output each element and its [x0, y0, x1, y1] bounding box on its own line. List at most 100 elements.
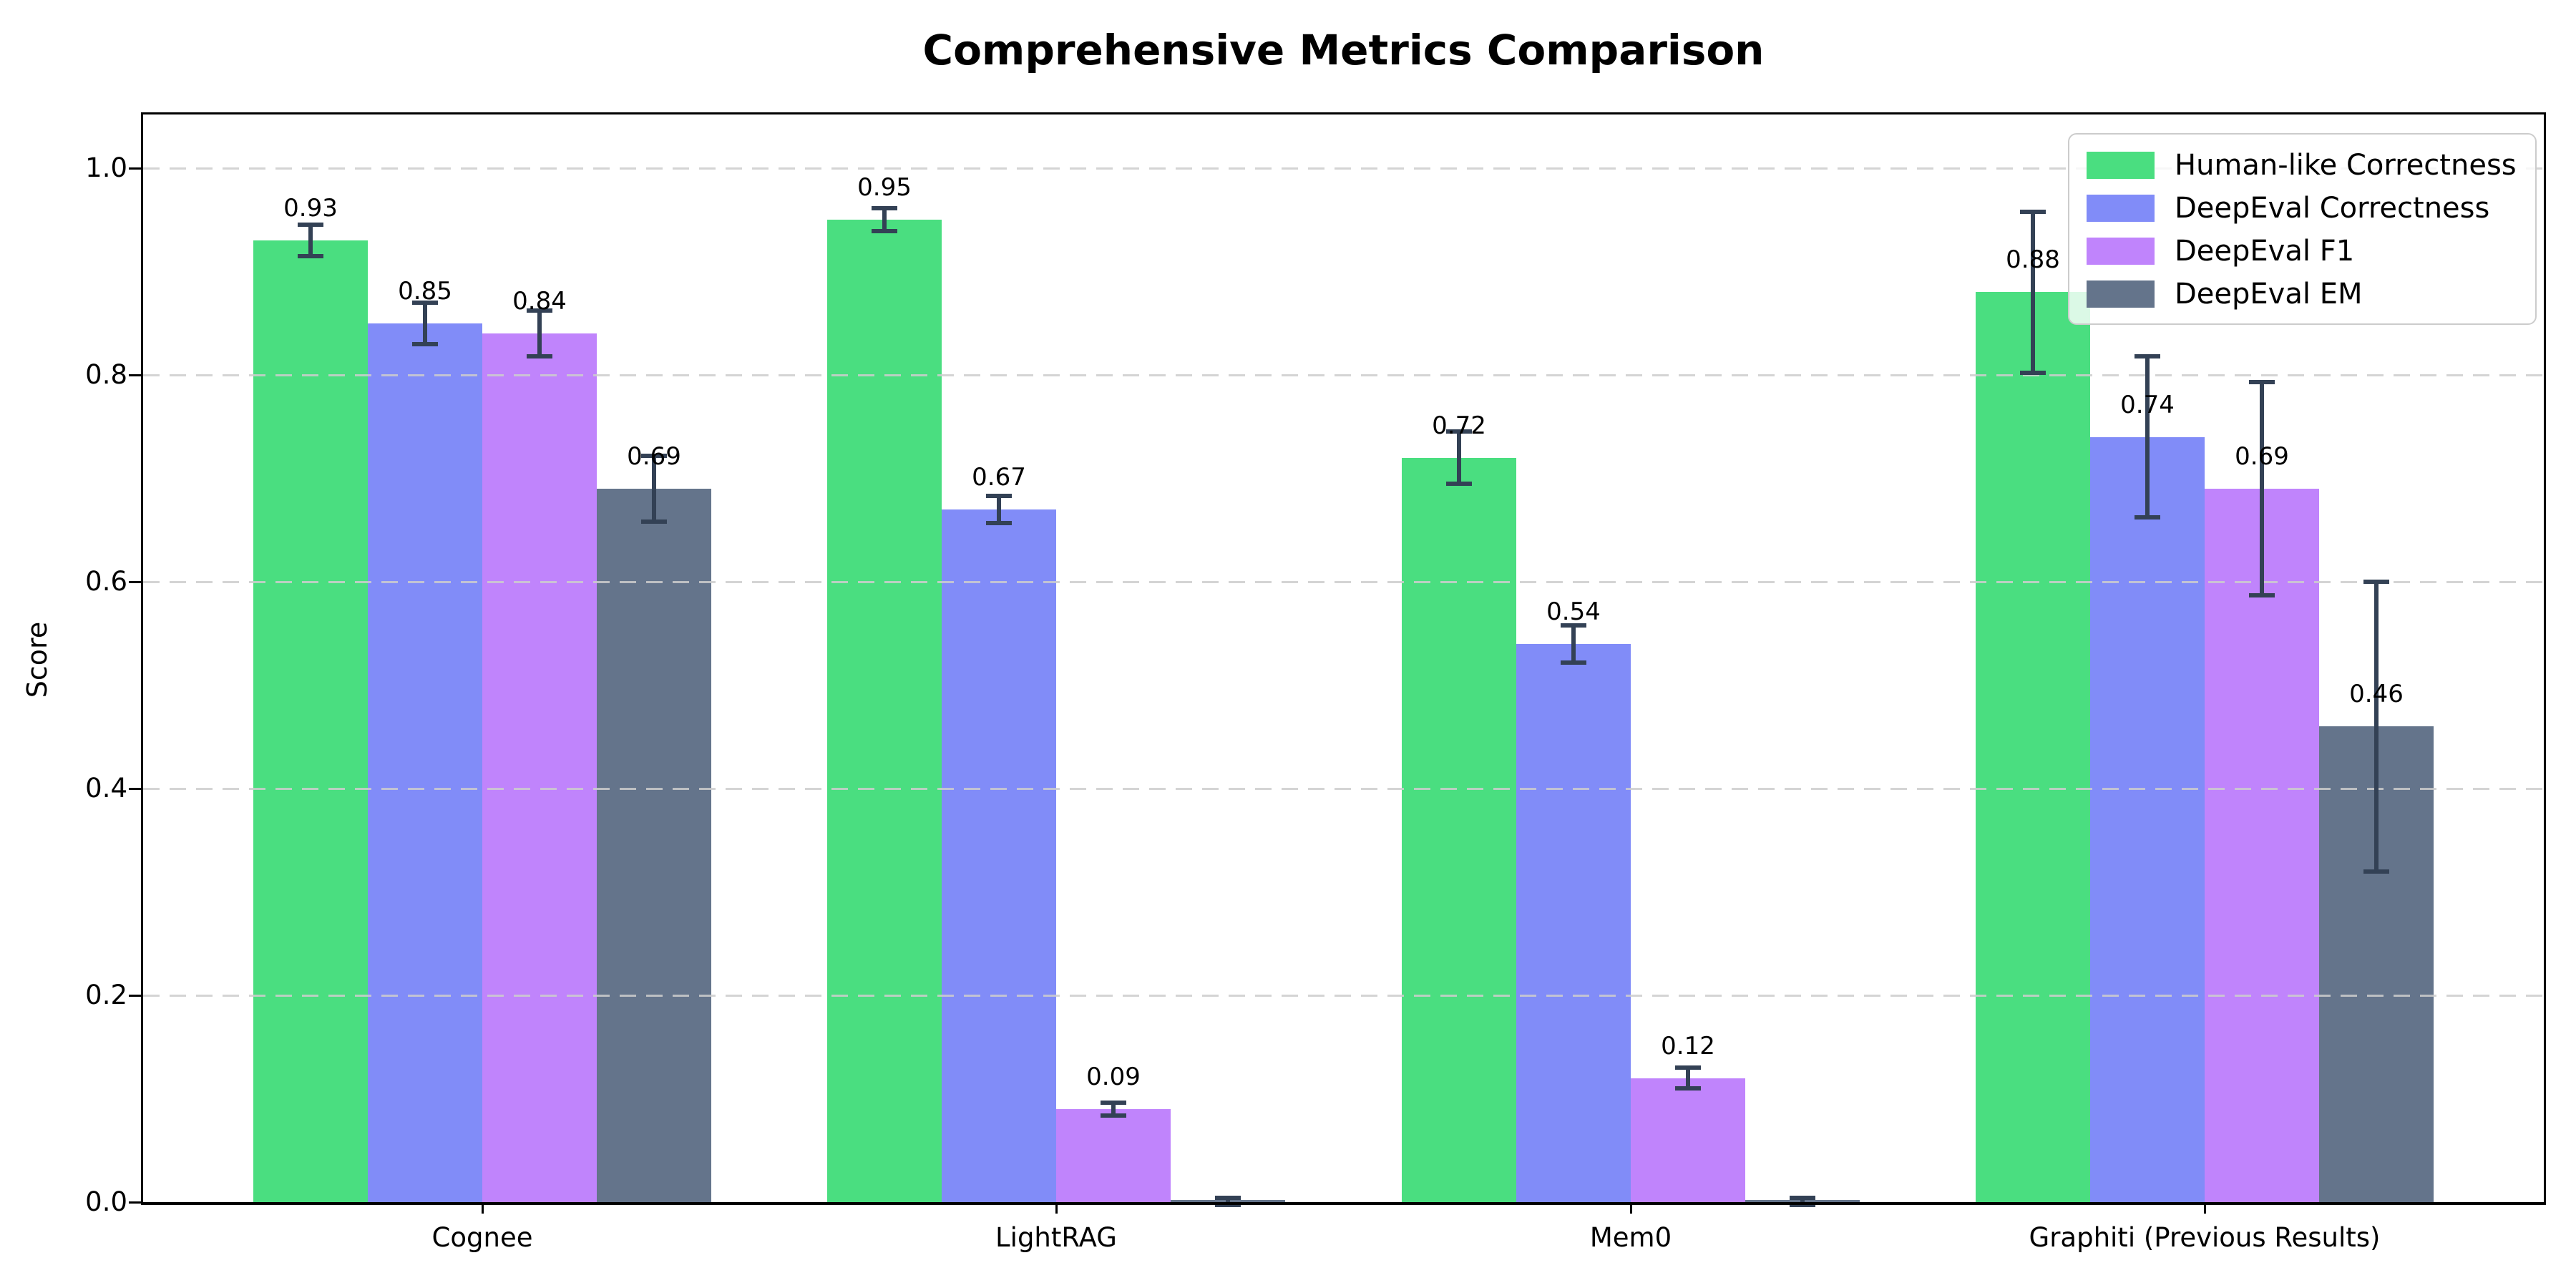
- chart-title: Comprehensive Metrics Comparison: [922, 26, 1765, 74]
- y-axis-tick: [129, 167, 143, 170]
- legend-label: DeepEval F1: [2175, 235, 2355, 268]
- axis-spine-left: [141, 112, 143, 1204]
- y-axis-tick: [129, 995, 143, 997]
- error-bar: [882, 208, 887, 232]
- error-bar-cap-top: [1790, 1196, 1815, 1201]
- gridline: [143, 167, 2544, 170]
- error-bar-cap-top: [2363, 580, 2389, 584]
- error-bar-cap-top: [2135, 353, 2160, 358]
- bar-deepeval-f1-0: [482, 333, 597, 1202]
- bar-value-label: 0.12: [1661, 1031, 1715, 1060]
- error-bar-cap-bottom: [1101, 1113, 1126, 1118]
- axis-spine-right: [2544, 112, 2546, 1204]
- axis-spine-top: [141, 112, 2546, 114]
- legend-label: DeepEval Correctness: [2175, 192, 2490, 225]
- error-bar-cap-bottom: [1446, 481, 1472, 486]
- bar-human-like-correctness-3: [1976, 292, 2090, 1202]
- y-tick-label: 0.0: [85, 1186, 127, 1217]
- y-axis-tick: [129, 374, 143, 376]
- error-bar-cap-top: [1215, 1196, 1241, 1201]
- x-tick-label-cognee: Cognee: [431, 1222, 533, 1253]
- error-bar-cap-bottom: [641, 519, 667, 525]
- legend-item: Human-like Correctness: [2087, 144, 2535, 187]
- bar-value-label: 0.54: [1546, 597, 1601, 626]
- error-bar-cap-top: [298, 223, 323, 228]
- error-bar-cap-top: [2249, 380, 2275, 385]
- y-axis-tick: [129, 581, 143, 583]
- legend-swatch-icon: [2087, 195, 2155, 222]
- error-bar: [652, 455, 656, 522]
- error-bar: [1457, 431, 1461, 484]
- bar-value-label: 0.69: [627, 441, 681, 471]
- bar-value-label: 0.95: [857, 173, 912, 203]
- legend-item: DeepEval F1: [2087, 230, 2535, 273]
- error-bar-cap-bottom: [298, 253, 323, 258]
- error-bar-cap-bottom: [872, 229, 897, 234]
- error-bar: [997, 496, 1001, 523]
- bar-human-like-correctness-0: [253, 240, 368, 1202]
- error-bar: [1111, 1103, 1116, 1116]
- error-bar: [2145, 356, 2150, 518]
- gridline: [143, 788, 2544, 790]
- error-bar-cap-bottom: [2249, 592, 2275, 597]
- bar-deepeval-em-0: [597, 488, 711, 1202]
- bar-value-label: 0.93: [283, 194, 338, 223]
- legend-item: DeepEval EM: [2087, 273, 2535, 316]
- bar-value-label: 0.85: [398, 276, 452, 306]
- y-tick-label: 0.4: [85, 773, 127, 804]
- bar-value-label: 0.72: [1432, 411, 1486, 440]
- error-bar-cap-bottom: [2135, 515, 2160, 520]
- legend-swatch-icon: [2087, 238, 2155, 265]
- error-bar-cap-bottom: [412, 341, 438, 346]
- bar-deepeval-correctness-2: [1516, 643, 1631, 1202]
- error-bar-cap-top: [1675, 1065, 1701, 1070]
- error-bar-cap-top: [986, 494, 1012, 499]
- bar-deepeval-f1-3: [2205, 488, 2319, 1202]
- y-axis-tick: [129, 788, 143, 790]
- error-bar-cap-bottom: [2020, 371, 2046, 376]
- bar-deepeval-f1-1: [1056, 1108, 1171, 1202]
- legend-label: Human-like Correctness: [2175, 149, 2517, 182]
- y-tick-label: 0.2: [85, 980, 127, 1010]
- error-bar-cap-top: [412, 300, 438, 305]
- legend-label: DeepEval EM: [2175, 278, 2363, 311]
- bar-deepeval-correctness-3: [2090, 436, 2205, 1202]
- bar-deepeval-correctness-1: [942, 509, 1056, 1202]
- error-bar: [423, 302, 427, 344]
- x-tick-label-lightrag: LightRAG: [995, 1222, 1117, 1253]
- error-bar: [2031, 211, 2035, 374]
- error-bar: [1571, 625, 1576, 663]
- error-bar-cap-bottom: [1790, 1203, 1815, 1207]
- bar-human-like-correctness-1: [827, 220, 942, 1202]
- legend-item: DeepEval Correctness: [2087, 187, 2535, 230]
- error-bar-cap-bottom: [1561, 660, 1586, 665]
- bar-value-label: 0.74: [2120, 390, 2175, 419]
- error-bar-cap-bottom: [1215, 1203, 1241, 1207]
- bar-value-label: 0.46: [2349, 680, 2404, 709]
- gridline: [143, 374, 2544, 376]
- bar-value-label: 0.69: [2235, 441, 2289, 471]
- error-bar: [1226, 1198, 1230, 1205]
- bar-human-like-correctness-2: [1402, 457, 1516, 1202]
- y-tick-label: 0.6: [85, 566, 127, 597]
- error-bar: [1800, 1198, 1805, 1205]
- error-bar-cap-bottom: [527, 353, 552, 358]
- y-tick-label: 0.8: [85, 359, 127, 390]
- x-axis-tick: [1630, 1202, 1632, 1214]
- y-axis-tick: [129, 1201, 143, 1204]
- legend-swatch-icon: [2087, 152, 2155, 179]
- error-bar-cap-top: [1561, 623, 1586, 628]
- error-bar: [2260, 382, 2264, 595]
- bar-value-label: 0.09: [1086, 1062, 1141, 1091]
- legend: Human-like Correctness DeepEval Correctne…: [2068, 133, 2537, 325]
- y-tick-label: 1.0: [85, 152, 127, 183]
- axis-spine-bottom: [141, 1202, 2546, 1205]
- error-bar-cap-bottom: [2363, 869, 2389, 874]
- error-bar-cap-top: [641, 453, 667, 458]
- y-axis-label: Score: [21, 621, 53, 698]
- error-bar-cap-top: [1446, 429, 1472, 434]
- bar-value-label: 0.88: [2006, 245, 2060, 275]
- x-axis-tick: [482, 1202, 484, 1214]
- error-bar-cap-top: [2020, 209, 2046, 214]
